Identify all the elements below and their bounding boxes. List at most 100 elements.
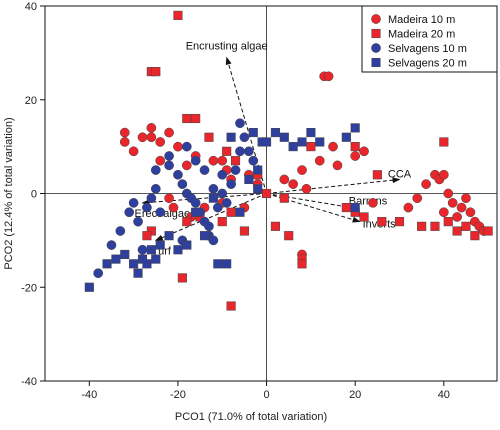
data-point-square bbox=[350, 123, 360, 133]
data-point-square bbox=[430, 221, 440, 231]
data-point-circle bbox=[288, 179, 299, 189]
data-point-square bbox=[262, 188, 272, 199]
data-point-square bbox=[288, 142, 298, 152]
data-point-square bbox=[164, 231, 174, 241]
data-point-square bbox=[111, 254, 121, 264]
data-point-circle bbox=[279, 174, 290, 185]
data-point-square bbox=[284, 231, 294, 241]
data-point-circle bbox=[146, 193, 157, 204]
data-point-square bbox=[182, 113, 192, 124]
data-point-square bbox=[204, 132, 214, 142]
data-point-square bbox=[151, 254, 161, 264]
data-point-square bbox=[377, 217, 387, 227]
data-point-circle bbox=[452, 212, 462, 222]
data-point-square bbox=[182, 217, 192, 227]
data-point-square bbox=[235, 207, 245, 217]
data-point-square bbox=[142, 231, 152, 241]
data-point-circle bbox=[128, 146, 139, 157]
data-point-circle bbox=[314, 155, 325, 166]
data-point-square bbox=[208, 193, 218, 203]
data-point-circle bbox=[93, 268, 104, 279]
data-point-circle bbox=[106, 240, 117, 250]
data-point-circle bbox=[119, 137, 130, 147]
data-point-square bbox=[222, 259, 232, 269]
data-point-circle bbox=[133, 216, 143, 227]
data-point-square bbox=[483, 226, 493, 236]
y-tick-label: 0 bbox=[31, 189, 37, 201]
y-tick-label: -20 bbox=[21, 282, 37, 294]
data-point-circle bbox=[461, 193, 471, 204]
data-point-circle bbox=[217, 188, 228, 199]
data-point-square bbox=[155, 240, 165, 250]
vector-arrow bbox=[154, 193, 267, 241]
data-point-square bbox=[244, 174, 254, 184]
legend-marker-square bbox=[371, 28, 381, 39]
data-point-square bbox=[350, 203, 360, 213]
data-point-circle bbox=[217, 169, 228, 180]
data-point-circle bbox=[456, 202, 467, 213]
data-point-circle bbox=[164, 151, 174, 161]
data-point-square bbox=[84, 282, 94, 292]
data-point-square bbox=[341, 132, 351, 142]
data-point-circle bbox=[239, 132, 250, 143]
data-point-square bbox=[417, 221, 427, 231]
data-point-square bbox=[270, 128, 280, 138]
x-tick-label: -20 bbox=[170, 389, 186, 401]
data-point-circle bbox=[350, 151, 361, 161]
data-point-square bbox=[297, 137, 307, 147]
legend-label: Madeira 10 m bbox=[388, 14, 455, 26]
data-point-square bbox=[350, 142, 360, 152]
x-tick-label: 40 bbox=[438, 389, 450, 401]
series-group bbox=[119, 71, 489, 260]
series-group bbox=[84, 123, 360, 292]
data-point-circle bbox=[235, 118, 245, 129]
data-point-circle bbox=[173, 141, 183, 152]
data-point-circle bbox=[164, 160, 174, 171]
data-point-circle bbox=[208, 235, 219, 246]
series-group bbox=[93, 118, 259, 279]
data-point-square bbox=[270, 221, 280, 231]
x-tick-label: -40 bbox=[81, 389, 97, 401]
data-point-square bbox=[297, 259, 307, 269]
data-point-circle bbox=[465, 207, 476, 218]
data-point-square bbox=[182, 240, 192, 250]
data-point-circle bbox=[181, 160, 192, 171]
data-point-circle bbox=[155, 137, 166, 147]
data-point-square bbox=[142, 259, 152, 269]
vector-arrow bbox=[266, 193, 352, 210]
data-point-square bbox=[253, 184, 263, 194]
data-point-square bbox=[151, 67, 161, 77]
data-point-circle bbox=[164, 193, 174, 204]
data-point-square bbox=[315, 137, 325, 147]
y-tick-label: 20 bbox=[25, 95, 37, 107]
legend-marker-circle bbox=[371, 14, 381, 24]
data-point-square bbox=[439, 137, 449, 147]
data-point-square bbox=[394, 217, 405, 227]
data-point-square bbox=[372, 170, 382, 180]
data-point-square bbox=[461, 221, 471, 231]
legend-marker-square bbox=[371, 57, 381, 68]
data-point-square bbox=[173, 245, 183, 255]
legend-label: Selvagens 20 m bbox=[388, 58, 467, 70]
data-point-circle bbox=[359, 146, 369, 157]
legend-label: Selvagens 10 m bbox=[388, 43, 467, 55]
data-point-circle bbox=[421, 179, 431, 189]
data-point-circle bbox=[137, 244, 148, 255]
y-axis-title: PCO2 (12.4% of total variation) bbox=[3, 117, 15, 269]
data-point-square bbox=[199, 231, 210, 241]
legend-box bbox=[361, 5, 498, 73]
data-point-square bbox=[226, 132, 236, 142]
data-point-square bbox=[279, 193, 289, 203]
data-point-circle bbox=[217, 155, 228, 166]
y-tick-label: 40 bbox=[25, 1, 37, 13]
data-point-circle bbox=[142, 202, 152, 213]
data-point-square bbox=[133, 268, 143, 278]
data-point-square bbox=[102, 259, 112, 269]
data-point-square bbox=[217, 217, 227, 227]
data-point-circle bbox=[128, 198, 139, 208]
data-point-circle bbox=[155, 207, 166, 218]
data-point-circle bbox=[181, 141, 192, 152]
data-point-circle bbox=[190, 155, 201, 166]
data-point-circle bbox=[332, 160, 343, 171]
data-point-circle bbox=[115, 226, 126, 236]
